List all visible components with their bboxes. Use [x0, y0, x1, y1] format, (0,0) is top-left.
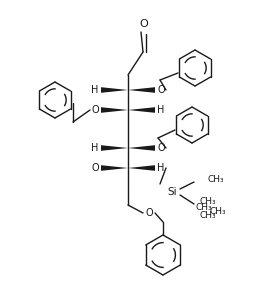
Polygon shape [101, 107, 128, 113]
Polygon shape [101, 87, 128, 93]
Text: CH₃: CH₃ [207, 176, 224, 184]
Text: CH₃: CH₃ [200, 198, 217, 206]
Text: H: H [91, 85, 99, 95]
Polygon shape [101, 165, 128, 171]
Text: CH₃: CH₃ [196, 203, 213, 211]
Text: O: O [145, 208, 153, 218]
Text: H: H [157, 163, 165, 173]
Text: O: O [91, 163, 99, 173]
Text: O: O [140, 19, 149, 29]
Polygon shape [128, 87, 155, 93]
Text: O: O [157, 85, 165, 95]
Polygon shape [128, 165, 155, 171]
Polygon shape [128, 107, 155, 113]
Text: H: H [157, 105, 165, 115]
Polygon shape [101, 145, 128, 151]
Text: H: H [91, 143, 99, 153]
Text: CH₃: CH₃ [200, 211, 217, 220]
Polygon shape [128, 145, 155, 151]
Text: Si: Si [167, 187, 177, 197]
Text: O: O [157, 143, 165, 153]
Text: O: O [91, 105, 99, 115]
Text: CH₃: CH₃ [210, 208, 227, 217]
